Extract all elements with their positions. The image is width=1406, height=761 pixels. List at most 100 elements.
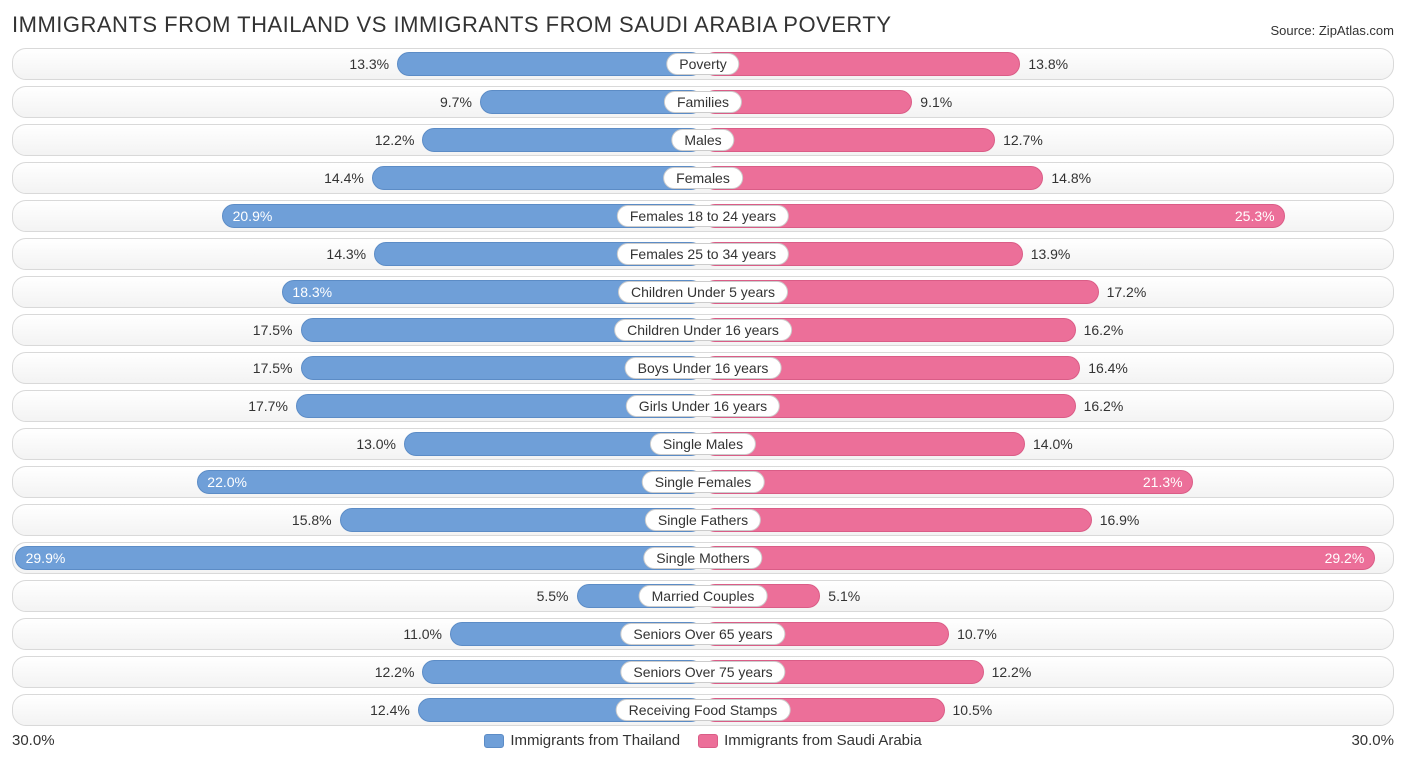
- category-label: Children Under 16 years: [614, 319, 792, 341]
- value-left: 14.3%: [326, 246, 366, 262]
- category-label: Poverty: [666, 53, 739, 75]
- value-right: 29.2%: [1325, 550, 1365, 566]
- legend-item-right: Immigrants from Saudi Arabia: [698, 732, 922, 749]
- category-label: Single Mothers: [643, 547, 762, 569]
- value-left: 17.5%: [253, 360, 293, 376]
- legend-label-right: Immigrants from Saudi Arabia: [724, 732, 922, 749]
- value-left: 12.2%: [375, 664, 415, 680]
- value-left: 11.0%: [403, 626, 442, 642]
- bar-row: 18.3% 17.2% Children Under 5 years: [12, 276, 1394, 308]
- bar-row: 13.0% 14.0% Single Males: [12, 428, 1394, 460]
- category-label: Single Males: [650, 433, 756, 455]
- bar-row: 11.0% 10.7% Seniors Over 65 years: [12, 618, 1394, 650]
- category-label: Seniors Over 65 years: [620, 623, 785, 645]
- bar-row: 9.7% 9.1% Families: [12, 86, 1394, 118]
- bar-right: [703, 166, 1043, 190]
- value-left: 18.3%: [292, 284, 332, 300]
- bar-left: [422, 128, 703, 152]
- bar-row: 14.3% 13.9% Females 25 to 34 years: [12, 238, 1394, 270]
- value-right: 16.2%: [1084, 322, 1124, 338]
- category-label: Seniors Over 75 years: [620, 661, 785, 683]
- value-right: 10.7%: [957, 626, 997, 642]
- bar-right: [703, 546, 1375, 570]
- source-prefix: Source:: [1270, 23, 1318, 38]
- bar-right: [703, 508, 1092, 532]
- category-label: Married Couples: [639, 585, 768, 607]
- category-label: Children Under 5 years: [618, 281, 788, 303]
- value-right: 16.4%: [1088, 360, 1128, 376]
- bar-left: [15, 546, 703, 570]
- bar-row: 14.4% 14.8% Females: [12, 162, 1394, 194]
- chart-footer: 30.0% Immigrants from Thailand Immigrant…: [12, 732, 1394, 749]
- source-attribution: Source: ZipAtlas.com: [1270, 23, 1394, 38]
- value-right: 14.8%: [1051, 170, 1091, 186]
- bar-row: 17.7% 16.2% Girls Under 16 years: [12, 390, 1394, 422]
- value-right: 13.8%: [1028, 56, 1068, 72]
- bar-row: 12.4% 10.5% Receiving Food Stamps: [12, 694, 1394, 726]
- value-right: 21.3%: [1143, 474, 1183, 490]
- diverging-bar-chart: 13.3%13.8%Poverty9.7%9.1%Families12.2%12…: [12, 48, 1394, 726]
- axis-max-left: 30.0%: [12, 732, 92, 749]
- category-label: Males: [671, 129, 734, 151]
- category-label: Females 25 to 34 years: [617, 243, 789, 265]
- legend-label-left: Immigrants from Thailand: [510, 732, 680, 749]
- bar-row: 12.2% 12.7% Males: [12, 124, 1394, 156]
- value-right: 12.2%: [992, 664, 1032, 680]
- legend-swatch-right: [698, 734, 718, 748]
- bar-right: [703, 52, 1020, 76]
- value-right: 17.2%: [1107, 284, 1147, 300]
- value-right: 5.1%: [828, 588, 860, 604]
- value-left: 14.4%: [324, 170, 364, 186]
- bar-left: [197, 470, 703, 494]
- value-right: 10.5%: [953, 702, 993, 718]
- bar-left: [397, 52, 703, 76]
- value-left: 15.8%: [292, 512, 332, 528]
- value-right: 12.7%: [1003, 132, 1043, 148]
- value-left: 12.2%: [375, 132, 415, 148]
- value-right: 25.3%: [1235, 208, 1275, 224]
- bar-row: 22.0% 21.3% Single Females: [12, 466, 1394, 498]
- category-label: Single Fathers: [645, 509, 761, 531]
- bar-row: 12.2% 12.2% Seniors Over 75 years: [12, 656, 1394, 688]
- category-label: Girls Under 16 years: [626, 395, 780, 417]
- bar-left: [372, 166, 703, 190]
- category-label: Boys Under 16 years: [625, 357, 782, 379]
- category-label: Receiving Food Stamps: [616, 699, 791, 721]
- legend-swatch-left: [484, 734, 504, 748]
- bar-right: [703, 204, 1285, 228]
- value-left: 20.9%: [233, 208, 273, 224]
- bar-right: [703, 470, 1193, 494]
- category-label: Females: [663, 167, 743, 189]
- bar-right: [703, 128, 995, 152]
- value-left: 17.7%: [248, 398, 288, 414]
- value-left: 13.0%: [356, 436, 396, 452]
- value-left: 22.0%: [207, 474, 247, 490]
- bar-row: 17.5% 16.4% Boys Under 16 years: [12, 352, 1394, 384]
- category-label: Females 18 to 24 years: [617, 205, 789, 227]
- value-left: 5.5%: [537, 588, 569, 604]
- value-left: 12.4%: [370, 702, 410, 718]
- axis-max-right: 30.0%: [1314, 732, 1394, 749]
- category-label: Single Females: [642, 471, 765, 493]
- value-right: 16.9%: [1100, 512, 1140, 528]
- legend-item-left: Immigrants from Thailand: [484, 732, 680, 749]
- header: IMMIGRANTS FROM THAILAND VS IMMIGRANTS F…: [12, 12, 1394, 38]
- chart-title: IMMIGRANTS FROM THAILAND VS IMMIGRANTS F…: [12, 12, 892, 38]
- bar-row: 29.9% 29.2% Single Mothers: [12, 542, 1394, 574]
- value-right: 14.0%: [1033, 436, 1073, 452]
- legend: Immigrants from Thailand Immigrants from…: [92, 732, 1314, 749]
- value-right: 13.9%: [1031, 246, 1071, 262]
- value-left: 29.9%: [26, 550, 66, 566]
- bar-row: 13.3% 13.8% Poverty: [12, 48, 1394, 80]
- value-right: 9.1%: [920, 94, 952, 110]
- value-left: 13.3%: [349, 56, 389, 72]
- value-left: 17.5%: [253, 322, 293, 338]
- value-left: 9.7%: [440, 94, 472, 110]
- bar-row: 20.9% 25.3% Females 18 to 24 years: [12, 200, 1394, 232]
- category-label: Families: [664, 91, 742, 113]
- bar-row: 17.5% 16.2% Children Under 16 years: [12, 314, 1394, 346]
- bar-row: 15.8% 16.9% Single Fathers: [12, 504, 1394, 536]
- value-right: 16.2%: [1084, 398, 1124, 414]
- source-name: ZipAtlas.com: [1319, 23, 1394, 38]
- bar-row: 5.5% 5.1% Married Couples: [12, 580, 1394, 612]
